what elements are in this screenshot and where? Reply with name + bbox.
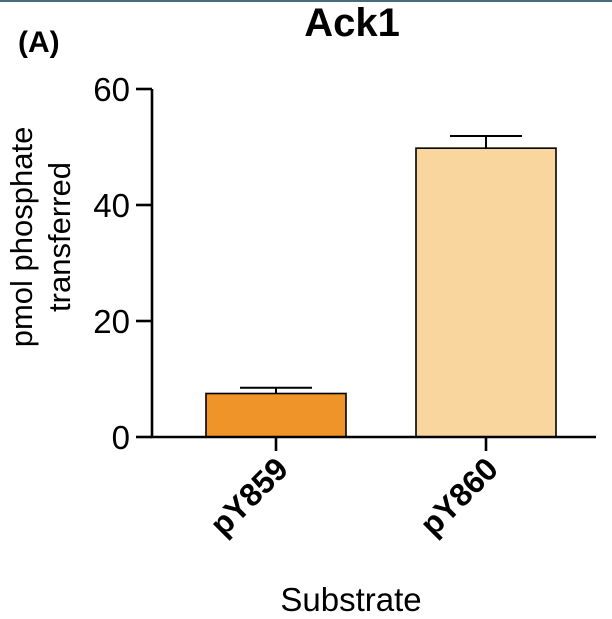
y-axis-label-line-2: transferred — [42, 162, 77, 312]
bars-layer — [205, 134, 557, 438]
y-tick-label-60: 60 — [93, 71, 130, 108]
x-tick-label-pY860: pY860 — [413, 450, 505, 542]
y-axis-label: pmol phosphate transferred — [4, 127, 77, 348]
x-axis-label: Substrate — [280, 581, 421, 618]
top-border-line — [0, 0, 612, 2]
y-tick-label-40: 40 — [93, 187, 130, 224]
y-tick-label-20: 20 — [93, 303, 130, 340]
x-tick-label-pY859: pY859 — [203, 450, 295, 542]
y-tick-label-0: 0 — [112, 419, 130, 456]
bar-pY859 — [205, 392, 347, 438]
y-axis-label-line-1: pmol phosphate — [4, 127, 39, 348]
bar-pY860 — [415, 147, 557, 438]
panel-label: (A) — [18, 26, 60, 59]
chart-title: Ack1 — [304, 1, 400, 45]
